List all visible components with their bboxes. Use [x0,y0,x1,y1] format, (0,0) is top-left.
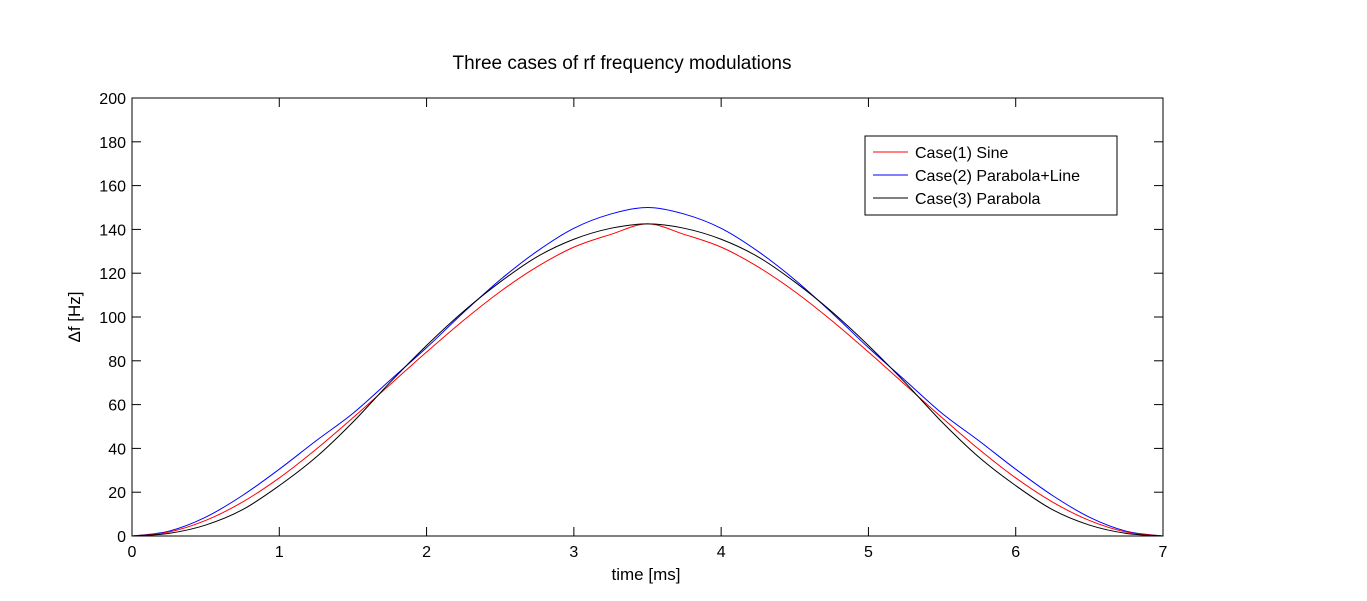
legend-label-2: Case(2) Parabola+Line [915,168,1080,185]
x-tick-label: 4 [717,544,726,561]
y-tick-label: 200 [99,91,126,108]
y-tick-label: 80 [108,354,126,371]
y-tick-label: 160 [99,179,126,196]
x-tick-label: 2 [422,544,431,561]
y-tick-label: 40 [108,441,126,458]
y-tick-label: 100 [99,310,126,327]
y-tick-label: 20 [108,485,126,502]
y-tick-label: 120 [99,266,126,283]
x-axis-title: time [ms] [612,565,681,584]
x-tick-label: 5 [864,544,873,561]
legend-label-1: Case(1) Sine [915,145,1008,162]
chart-title: Three cases of rf frequency modulations [452,53,791,74]
series-line-3 [131,223,1164,537]
x-tick-label: 7 [1159,544,1168,561]
y-tick-label: 0 [117,529,126,546]
legend-label-3: Case(3) Parabola [915,191,1041,208]
x-tick-label: 1 [275,544,284,561]
y-tick-label: 180 [99,135,126,152]
y-tick-label: 60 [108,398,126,415]
y-tick-label: 140 [99,222,126,239]
x-tick-label: 3 [569,544,578,561]
x-tick-label: 0 [128,544,137,561]
y-axis-title: Δf [Hz] [65,291,84,342]
plot-area-frame [131,97,1164,537]
series-line-2 [131,206,1164,537]
legend: Case(1) Sine Case(2) Parabola+Line Case(3)… [864,135,1118,216]
x-tick-label: 6 [1011,544,1020,561]
series-group [131,206,1164,537]
